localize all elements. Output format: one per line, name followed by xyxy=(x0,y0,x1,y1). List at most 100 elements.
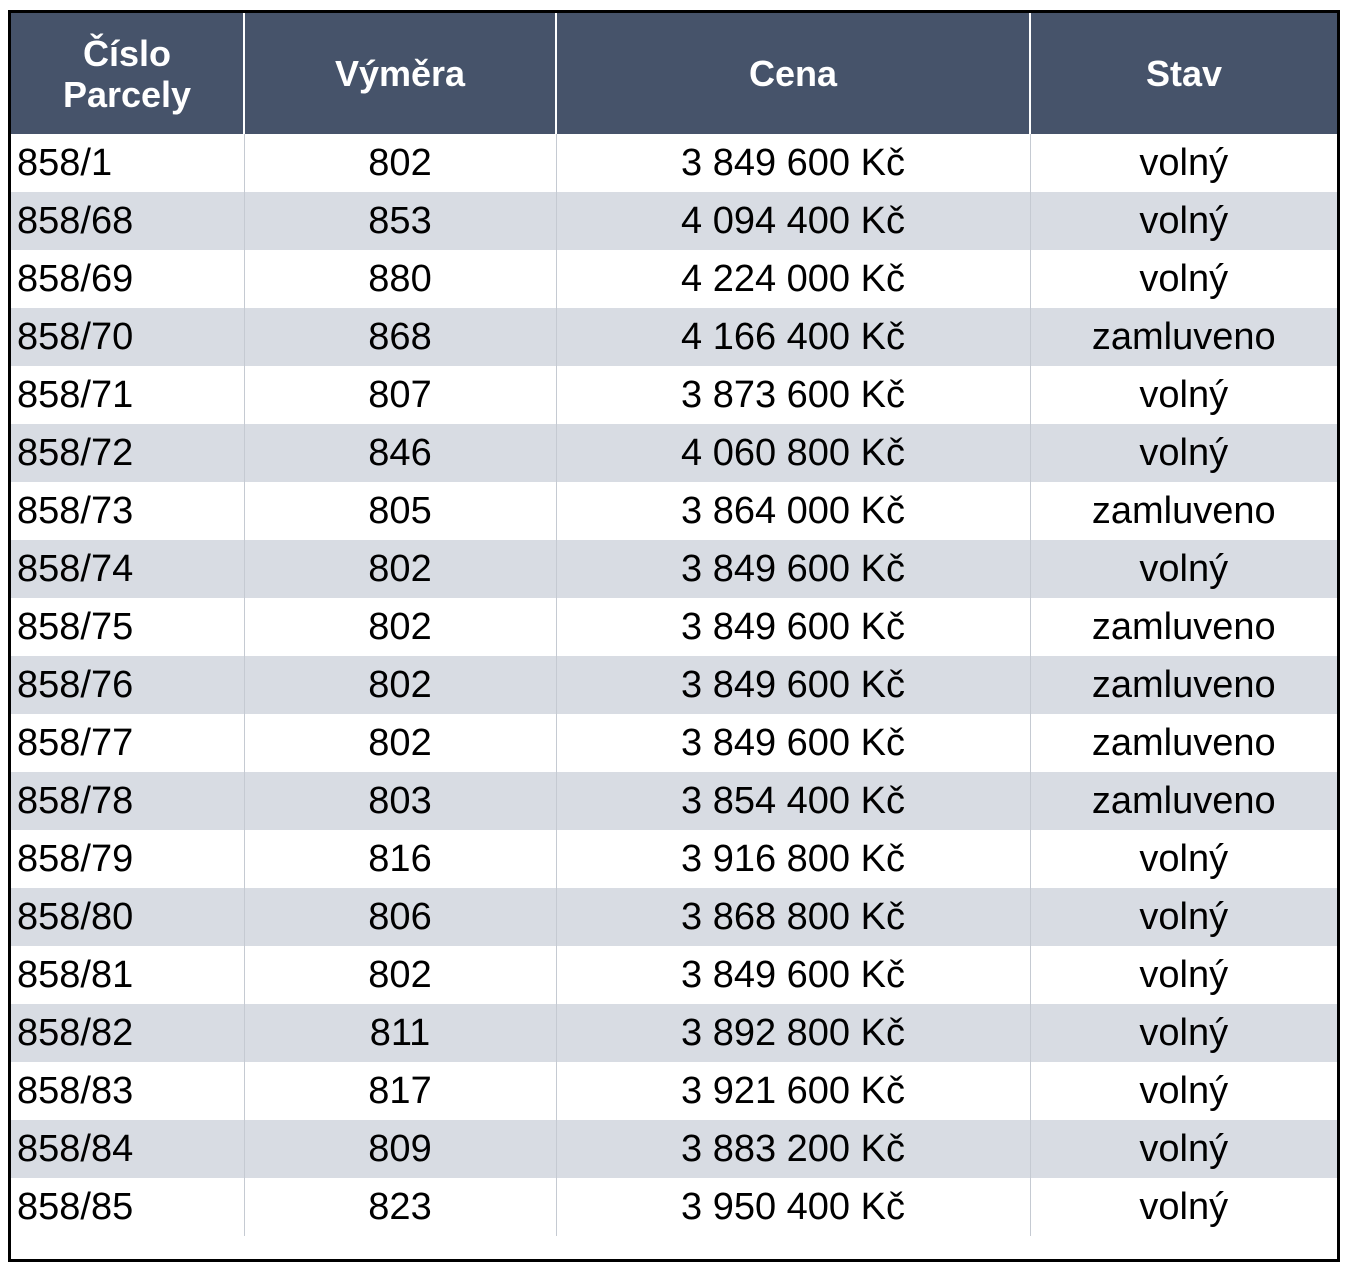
area-cell: 853 xyxy=(243,192,556,250)
status-cell: volný xyxy=(1029,250,1337,308)
price-cell: 3 892 800 Kč xyxy=(555,1004,1030,1062)
area-cell: 846 xyxy=(243,424,556,482)
parcel-table: Číslo Parcely Výměra Cena Stav 858/1 802 3… xyxy=(11,13,1337,1236)
table-row: 858/77 802 3 849 600 Kč zamluveno xyxy=(11,714,1337,772)
header-price: Cena xyxy=(555,13,1030,134)
status-cell: volný xyxy=(1029,540,1337,598)
price-cell: 4 060 800 Kč xyxy=(555,424,1030,482)
status-cell: zamluveno xyxy=(1029,714,1337,772)
area-cell: 806 xyxy=(243,888,556,946)
price-cell: 3 868 800 Kč xyxy=(555,888,1030,946)
table-row: 858/68 853 4 094 400 Kč volný xyxy=(11,192,1337,250)
table-row: 858/70 868 4 166 400 Kč zamluveno xyxy=(11,308,1337,366)
status-cell: zamluveno xyxy=(1029,598,1337,656)
price-cell: 3 849 600 Kč xyxy=(555,598,1030,656)
status-cell: volný xyxy=(1029,366,1337,424)
price-cell: 3 921 600 Kč xyxy=(555,1062,1030,1120)
status-cell: volný xyxy=(1029,1004,1337,1062)
header-parcel-line1: Číslo xyxy=(82,32,171,74)
table-row: 858/85 823 3 950 400 Kč volný xyxy=(11,1178,1337,1236)
area-cell: 802 xyxy=(243,540,556,598)
area-cell: 803 xyxy=(243,772,556,830)
table-row: 858/72 846 4 060 800 Kč volný xyxy=(11,424,1337,482)
area-cell: 802 xyxy=(243,134,556,192)
area-cell: 802 xyxy=(243,946,556,1004)
status-cell: volný xyxy=(1029,830,1337,888)
table-row: 858/75 802 3 849 600 Kč zamluveno xyxy=(11,598,1337,656)
parcel-number-cell: 858/78 xyxy=(11,772,244,830)
status-cell: volný xyxy=(1029,946,1337,1004)
area-cell: 816 xyxy=(243,830,556,888)
parcel-number-cell: 858/68 xyxy=(11,192,244,250)
parcel-number-cell: 858/74 xyxy=(11,540,244,598)
parcel-number-cell: 858/69 xyxy=(11,250,244,308)
area-cell: 807 xyxy=(243,366,556,424)
status-cell: volný xyxy=(1029,888,1337,946)
table-row: 858/80 806 3 868 800 Kč volný xyxy=(11,888,1337,946)
area-cell: 802 xyxy=(243,714,556,772)
table-row: 858/84 809 3 883 200 Kč volný xyxy=(11,1120,1337,1178)
parcel-number-cell: 858/72 xyxy=(11,424,244,482)
table-row: 858/83 817 3 921 600 Kč volný xyxy=(11,1062,1337,1120)
table-row: 858/74 802 3 849 600 Kč volný xyxy=(11,540,1337,598)
header-parcel-number: Číslo Parcely xyxy=(11,13,244,134)
table-row: 858/69 880 4 224 000 Kč volný xyxy=(11,250,1337,308)
status-cell: zamluveno xyxy=(1029,772,1337,830)
parcel-number-cell: 858/71 xyxy=(11,366,244,424)
price-cell: 3 950 400 Kč xyxy=(555,1178,1030,1236)
price-cell: 3 849 600 Kč xyxy=(555,714,1030,772)
area-cell: 868 xyxy=(243,308,556,366)
table-header: Číslo Parcely Výměra Cena Stav xyxy=(11,13,1337,134)
area-cell: 802 xyxy=(243,656,556,714)
table-row: 858/82 811 3 892 800 Kč volný xyxy=(11,1004,1337,1062)
parcel-number-cell: 858/81 xyxy=(11,946,244,1004)
table-row: 858/76 802 3 849 600 Kč zamluveno xyxy=(11,656,1337,714)
parcel-number-cell: 858/79 xyxy=(11,830,244,888)
table-row: 858/73 805 3 864 000 Kč zamluveno xyxy=(11,482,1337,540)
status-cell: zamluveno xyxy=(1029,308,1337,366)
area-cell: 802 xyxy=(243,598,556,656)
table-row: 858/81 802 3 849 600 Kč volný xyxy=(11,946,1337,1004)
price-cell: 4 224 000 Kč xyxy=(555,250,1030,308)
status-cell: zamluveno xyxy=(1029,656,1337,714)
table-body: 858/1 802 3 849 600 Kč volný 858/68 853 4 094 … xyxy=(11,134,1337,1236)
header-parcel-line2: Parcely xyxy=(62,73,192,115)
header-status: Stav xyxy=(1029,13,1337,134)
parcel-number-cell: 858/85 xyxy=(11,1178,244,1236)
price-cell: 3 849 600 Kč xyxy=(555,134,1030,192)
status-cell: zamluveno xyxy=(1029,482,1337,540)
table-row: 858/79 816 3 916 800 Kč volný xyxy=(11,830,1337,888)
price-cell: 3 854 400 Kč xyxy=(555,772,1030,830)
parcel-number-cell: 858/83 xyxy=(11,1062,244,1120)
parcel-number-cell: 858/70 xyxy=(11,308,244,366)
price-cell: 3 883 200 Kč xyxy=(555,1120,1030,1178)
price-cell: 3 849 600 Kč xyxy=(555,946,1030,1004)
header-row: Číslo Parcely Výměra Cena Stav xyxy=(11,13,1337,134)
area-cell: 809 xyxy=(243,1120,556,1178)
area-cell: 823 xyxy=(243,1178,556,1236)
price-cell: 3 873 600 Kč xyxy=(555,366,1030,424)
parcel-number-cell: 858/1 xyxy=(11,134,244,192)
table-row: 858/1 802 3 849 600 Kč volný xyxy=(11,134,1337,192)
header-area: Výměra xyxy=(243,13,556,134)
parcel-number-cell: 858/76 xyxy=(11,656,244,714)
status-cell: volný xyxy=(1029,1062,1337,1120)
status-cell: volný xyxy=(1029,134,1337,192)
parcel-number-cell: 858/75 xyxy=(11,598,244,656)
price-cell: 4 166 400 Kč xyxy=(555,308,1030,366)
area-cell: 880 xyxy=(243,250,556,308)
parcel-number-cell: 858/73 xyxy=(11,482,244,540)
parcel-number-cell: 858/77 xyxy=(11,714,244,772)
table-row: 858/71 807 3 873 600 Kč volný xyxy=(11,366,1337,424)
status-cell: volný xyxy=(1029,1178,1337,1236)
price-cell: 3 864 000 Kč xyxy=(555,482,1030,540)
parcel-table-container: Číslo Parcely Výměra Cena Stav 858/1 802 3… xyxy=(8,10,1340,1262)
status-cell: volný xyxy=(1029,424,1337,482)
price-cell: 4 094 400 Kč xyxy=(555,192,1030,250)
parcel-number-cell: 858/80 xyxy=(11,888,244,946)
area-cell: 811 xyxy=(243,1004,556,1062)
price-cell: 3 849 600 Kč xyxy=(555,656,1030,714)
area-cell: 817 xyxy=(243,1062,556,1120)
price-cell: 3 916 800 Kč xyxy=(555,830,1030,888)
parcel-number-cell: 858/84 xyxy=(11,1120,244,1178)
